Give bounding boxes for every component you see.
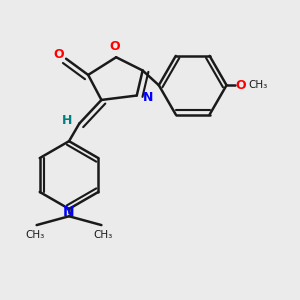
Text: N: N: [143, 92, 153, 104]
Text: O: O: [110, 40, 120, 52]
Text: CH₃: CH₃: [26, 230, 45, 240]
Text: N: N: [63, 206, 75, 219]
Text: CH₃: CH₃: [249, 80, 268, 90]
Text: CH₃: CH₃: [93, 230, 112, 240]
Text: H: H: [62, 114, 72, 127]
Text: O: O: [236, 79, 246, 92]
Text: O: O: [53, 48, 64, 61]
